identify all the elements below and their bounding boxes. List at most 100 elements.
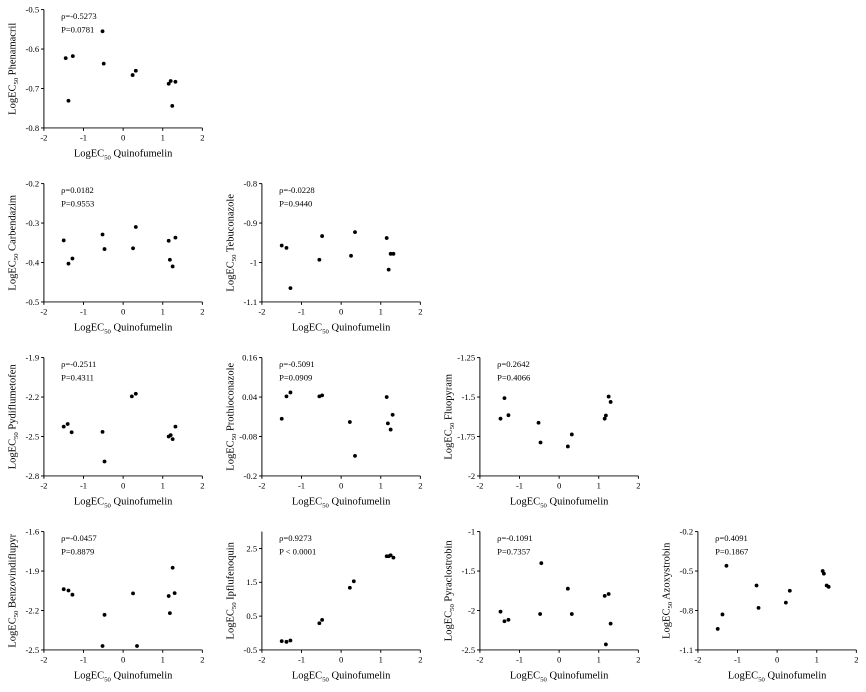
data-point <box>538 612 543 616</box>
chart-panel-tebuconazole: -1.1 -1 -0.9 -0.8 -2 -1 0 1 2 ρ=-0.0228 P=0.9440 Lo… <box>218 174 428 344</box>
x-tick-label: -1 <box>80 480 87 490</box>
p-value-annotation: P < 0.0001 <box>279 547 316 557</box>
data-point <box>166 81 171 86</box>
y-tick-label: -0.5 <box>244 645 258 655</box>
x-tick-label: -2 <box>258 306 265 316</box>
data-point <box>565 444 570 449</box>
p-value-annotation: P=0.0781 <box>61 25 94 35</box>
data-point <box>506 617 511 622</box>
data-point <box>102 459 107 464</box>
data-point <box>606 592 611 596</box>
x-axis-title: LogEC50 Quinofumelin <box>74 497 173 510</box>
data-point <box>565 586 570 591</box>
chart-panel-benzovindiflupyr: -2.5 -2.2 -1.9 -1.6 -2 -1 0 1 2 ρ=-0.0457 P=0.8879… <box>0 522 210 692</box>
data-point <box>129 394 134 399</box>
scatter-plot-prothioconazole: -0.2 -0.08 0.04 0.16 -2 -1 0 1 2 ρ=-0.5091 P=0.090… <box>225 352 422 509</box>
rho-annotation: ρ=-0.1091 <box>497 533 533 543</box>
data-point <box>320 393 325 398</box>
y-tick-label: -2 <box>468 605 475 615</box>
data-point <box>502 396 507 401</box>
x-tick-label: 1 <box>161 132 165 142</box>
scatter-plot-pyraclostrobin: -2.5-2-1.5-1-2 -1 0 1 2ρ=-0.1091P=0.7357LogE… <box>443 526 640 683</box>
p-value-annotation: P=0.4066 <box>497 373 531 383</box>
x-tick-label: 0 <box>121 306 125 316</box>
data-point <box>317 621 322 626</box>
p-value-annotation: P=0.9553 <box>61 199 94 209</box>
y-tick-label: -2.2 <box>26 392 40 402</box>
y-tick-label: -1.5 <box>462 566 476 576</box>
x-tick-label: -1 <box>734 654 741 664</box>
y-tick-label: -0.8 <box>244 178 258 188</box>
x-tick-label: -1 <box>298 654 305 664</box>
data-point <box>821 571 826 576</box>
y-tick-label: -0.3 <box>26 218 40 228</box>
scatter-plot-fluopyram: -2 -1.75 -1.5 -1.25 -2 -1 0 1 2 ρ=0.2642 P=0.4066 L… <box>443 352 640 509</box>
x-tick-label: 2 <box>854 654 858 664</box>
x-tick-label: 1 <box>161 306 165 316</box>
x-tick-label: 2 <box>200 132 204 142</box>
data-point <box>279 416 284 421</box>
data-point <box>101 61 106 66</box>
data-point <box>384 395 389 399</box>
data-point <box>715 627 720 631</box>
data-point <box>69 430 74 435</box>
data-point <box>391 555 396 560</box>
y-tick-label: 0.04 <box>242 392 258 402</box>
x-tick-label: -2 <box>258 654 265 664</box>
data-point <box>70 54 75 59</box>
data-point <box>102 612 107 617</box>
y-tick-label: -2.2 <box>26 605 40 615</box>
y-tick-label: -0.6 <box>26 44 40 54</box>
scatter-plot-ipflufenoquin: -0.5 0.5 1.5 2.5 -2 -1 0 1 2 ρ=0.9273 P < 0.0001 Lo… <box>225 531 423 683</box>
x-axis-title: LogEC50 Quinofumelin <box>292 323 391 336</box>
x-tick-label: 2 <box>200 480 204 490</box>
x-tick-label: 0 <box>121 132 125 142</box>
data-point <box>166 238 171 243</box>
data-point <box>102 247 107 251</box>
y-tick-label: -0.5 <box>26 4 40 14</box>
y-axis-title: LogEC50 Azoxystrobin <box>661 542 674 639</box>
chart-panel-pydiflumetofen: -2.8 -2.5 -2.2 -1.9 -2 -1 0 1 2 ρ=-0.2511 P=0.4311… <box>0 348 210 518</box>
data-point <box>279 639 284 644</box>
rho-annotation: ρ=-0.2511 <box>61 359 96 369</box>
data-point <box>391 251 396 256</box>
x-tick-label: 1 <box>161 654 165 664</box>
data-point <box>320 617 325 622</box>
data-point <box>536 420 541 425</box>
y-tick-label: -1.75 <box>457 431 475 441</box>
p-value-annotation: P=0.4311 <box>61 373 94 383</box>
y-tick-label: -0.9 <box>244 218 258 228</box>
scatter-plot-tebuconazole: -1.1 -1 -0.9 -0.8 -2 -1 0 1 2 ρ=-0.0228 P=0.9440 Lo… <box>225 178 422 336</box>
x-tick-label: -2 <box>476 480 483 490</box>
y-tick-label: -0.8 <box>680 605 694 615</box>
chart-panel-prothioconazole: -0.2 -0.08 0.04 0.16 -2 -1 0 1 2 ρ=-0.5091 P=0.090… <box>218 348 428 518</box>
y-axis-title: LogEC50 Tebuconazole <box>225 194 238 292</box>
y-tick-label: -2.5 <box>462 645 476 655</box>
data-point <box>569 612 574 616</box>
x-tick-label: -1 <box>80 654 87 664</box>
data-point <box>390 412 395 417</box>
data-point <box>100 644 105 648</box>
data-point <box>284 394 289 399</box>
p-value-annotation: P=0.8879 <box>61 547 94 557</box>
x-tick-label: 1 <box>815 654 819 664</box>
y-tick-label: -1.9 <box>26 352 40 362</box>
x-tick-label: -1 <box>516 654 523 664</box>
data-point <box>608 400 613 404</box>
x-tick-label: -2 <box>40 654 47 664</box>
p-value-annotation: P=0.1867 <box>715 547 749 557</box>
scatter-plot-benzovindiflupyr: -2.5 -2.2 -1.9 -1.6 -2 -1 0 1 2 ρ=-0.0457 P=0.8879… <box>7 526 204 684</box>
y-tick-label: -1.1 <box>244 297 258 307</box>
data-point <box>172 591 177 596</box>
x-axis-title: LogEC50 Quinofumelin <box>74 671 173 684</box>
y-tick-label: -0.5 <box>680 566 694 576</box>
p-value-annotation: P=0.0909 <box>279 373 312 383</box>
data-point <box>320 234 325 238</box>
data-point <box>388 427 393 432</box>
y-tick-label: -1.5 <box>462 392 476 402</box>
data-point <box>168 79 173 83</box>
data-point <box>173 424 178 429</box>
data-point <box>538 440 543 445</box>
p-value-annotation: P=0.7357 <box>497 547 531 557</box>
x-tick-label: 1 <box>379 306 383 316</box>
